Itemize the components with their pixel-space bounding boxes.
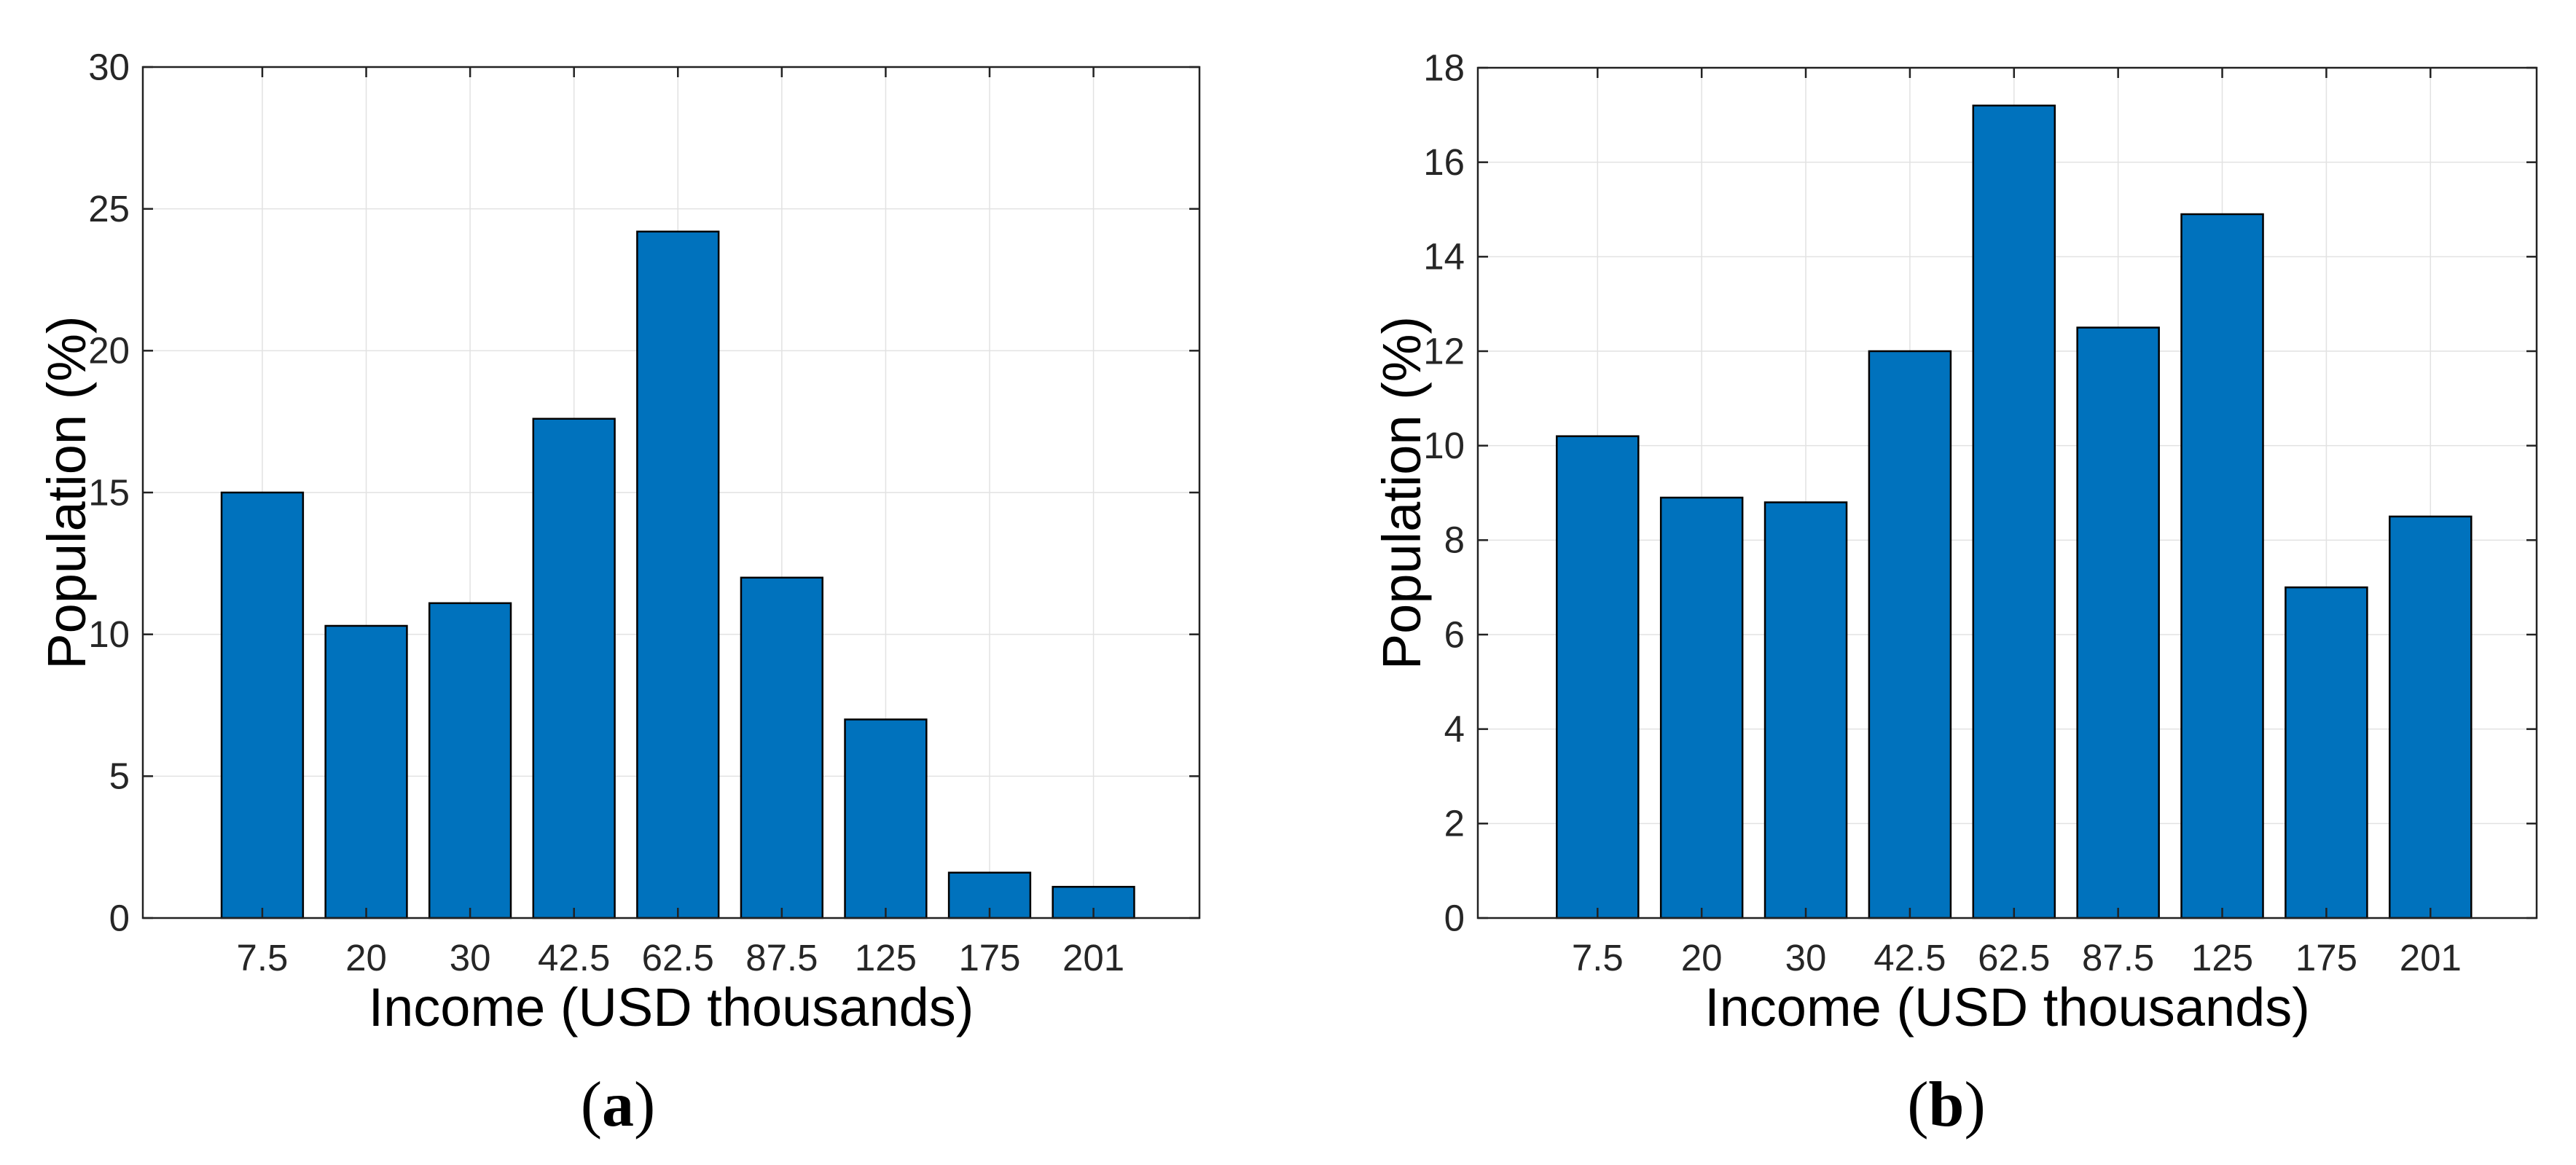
bar-125 (2180, 213, 2264, 919)
bar-42.5 (1868, 350, 1952, 919)
bar-30 (1763, 501, 1848, 919)
caption-a-letter: a (602, 1070, 634, 1140)
x-tick-label: 175 (958, 937, 1020, 978)
x-tick-label: 62.5 (1978, 937, 2050, 978)
x-tick-label: 42.5 (1874, 937, 1946, 978)
bar-chart-b: 0 2 4 6 8 10 12 14 16 18 7.5 20 30 42.5 62.5 87.5 125 175… (1371, 47, 2538, 1037)
y-tick-label: 2 (1444, 803, 1465, 844)
y-tick-label: 0 (109, 897, 130, 938)
caption-b-letter: b (1928, 1070, 1965, 1140)
y-tick-label: 5 (109, 756, 130, 797)
y-tick-label: 0 (1444, 897, 1465, 938)
y-axis-label: Population (%) (1371, 316, 1432, 670)
x-tick-label: 7.5 (237, 937, 289, 978)
subfigure-caption-a: (a) (472, 1073, 764, 1137)
bar-7.5 (1556, 435, 1640, 919)
y-tick-label: 18 (1423, 47, 1465, 88)
y-tick-label: 10 (88, 613, 130, 655)
bar-20 (324, 624, 408, 919)
y-tick-label: 15 (88, 471, 130, 513)
bar-87.5 (2076, 326, 2160, 919)
y-tick-label: 16 (1423, 141, 1465, 183)
bar-175 (2285, 586, 2368, 919)
y-tick-label: 8 (1444, 519, 1465, 561)
x-tick-label: 20 (1681, 937, 1723, 978)
bar-30 (428, 602, 512, 919)
bar-42.5 (532, 417, 616, 919)
x-tick-label: 201 (2400, 937, 2462, 978)
y-tick-label: 4 (1444, 708, 1465, 750)
y-axis-label: Population (%) (36, 315, 97, 669)
x-tick-label: 87.5 (745, 937, 818, 978)
y-tick-label: 30 (88, 46, 130, 87)
y-tick-label: 14 (1423, 236, 1465, 278)
bar-chart-a: 0 5 10 15 20 25 30 7.5 20 30 42.5 62.5 87.5 125 175 201… (36, 46, 1201, 1037)
caption-a-close-paren: ) (634, 1070, 656, 1140)
x-axis-label: Income (USD thousands) (1704, 977, 2310, 1037)
y-tick-label: 10 (1423, 425, 1465, 466)
bar-7.5 (220, 491, 305, 919)
bar-20 (1659, 496, 1744, 919)
y-tick-label: 20 (88, 330, 130, 372)
caption-a-open-paren: ( (580, 1070, 602, 1140)
x-tick-label: 87.5 (2082, 937, 2154, 978)
subfigure-caption-b: (b) (1801, 1073, 2092, 1137)
x-tick-label: 7.5 (1572, 937, 1624, 978)
x-tick-label: 20 (345, 937, 387, 978)
caption-b-open-paren: ( (1907, 1070, 1929, 1140)
x-tick-label: 125 (2191, 937, 2253, 978)
bar-87.5 (740, 576, 823, 919)
x-tick-label: 30 (1785, 937, 1827, 978)
bar-125 (844, 718, 928, 919)
x-tick-label: 62.5 (642, 937, 714, 978)
y-tick-label: 25 (88, 188, 130, 230)
bar-201 (2389, 515, 2473, 919)
x-tick-label: 125 (855, 937, 917, 978)
bar-62.5 (636, 230, 720, 919)
bar-62.5 (1972, 104, 2056, 919)
y-tick-label: 12 (1423, 330, 1465, 372)
caption-b-close-paren: ) (1964, 1070, 1986, 1140)
x-tick-label: 175 (2295, 937, 2357, 978)
y-tick-label: 6 (1444, 613, 1465, 655)
x-tick-label: 201 (1062, 937, 1124, 978)
x-tick-label: 42.5 (538, 937, 610, 978)
x-tick-label: 30 (450, 937, 491, 978)
x-axis-label: Income (USD thousands) (369, 977, 974, 1037)
axes-box (1476, 66, 2538, 919)
